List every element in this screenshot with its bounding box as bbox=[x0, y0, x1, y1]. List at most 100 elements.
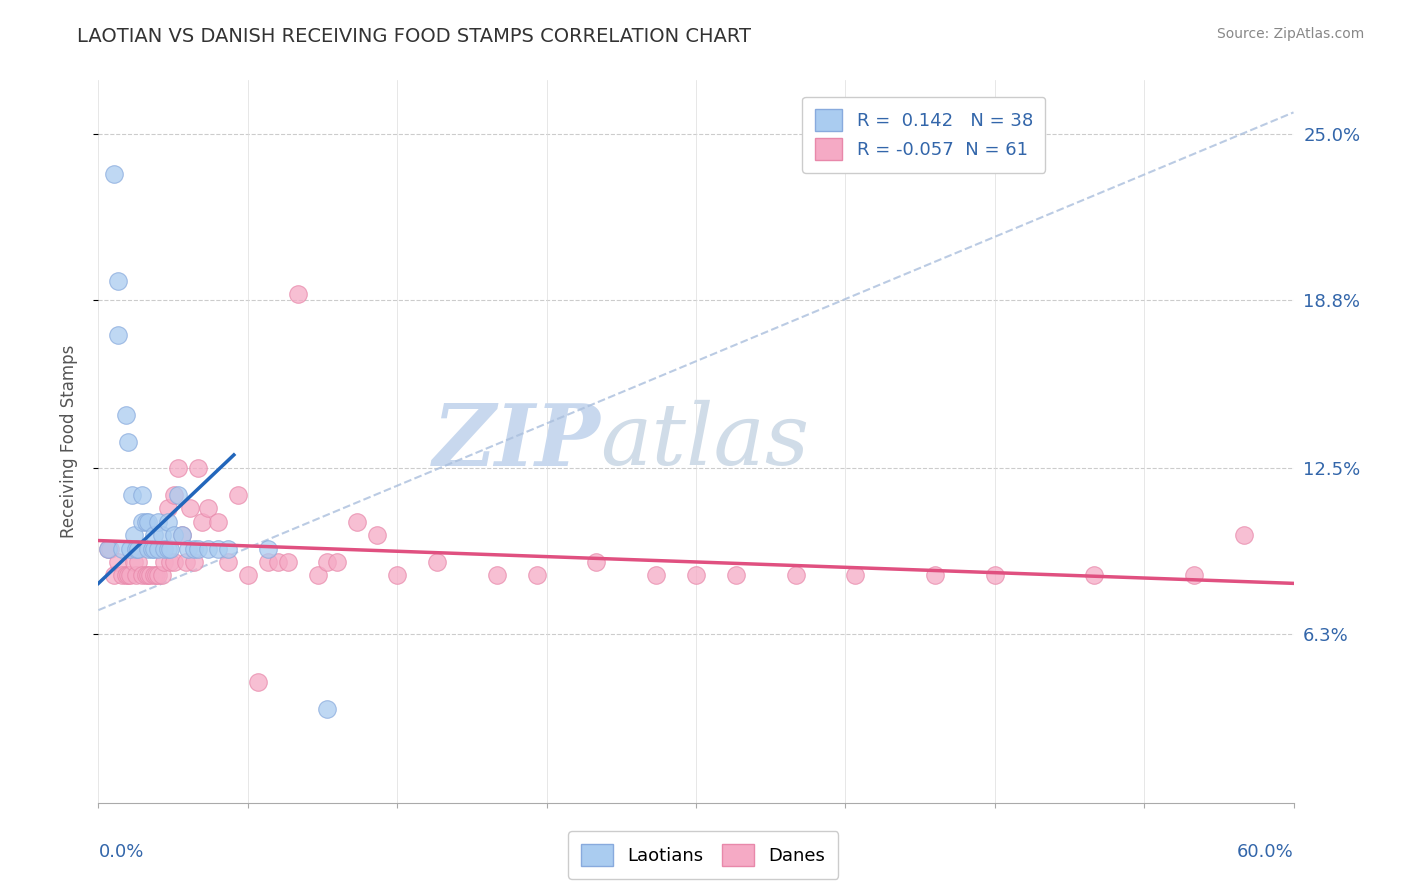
Point bbox=[120, 541, 142, 556]
Point bbox=[127, 555, 149, 569]
Legend: R =  0.142   N = 38, R = -0.057  N = 61: R = 0.142 N = 38, R = -0.057 N = 61 bbox=[803, 96, 1046, 173]
Point bbox=[226, 488, 249, 502]
Point bbox=[131, 515, 153, 529]
Point bbox=[111, 568, 134, 582]
Point bbox=[174, 555, 197, 569]
Point bbox=[135, 568, 157, 582]
Point bbox=[346, 515, 368, 529]
Point bbox=[148, 568, 170, 582]
Point bbox=[143, 568, 166, 582]
Point bbox=[141, 541, 163, 556]
Point bbox=[287, 287, 309, 301]
Legend: Laotians, Danes: Laotians, Danes bbox=[568, 831, 838, 879]
Point bbox=[526, 568, 548, 582]
Point bbox=[307, 568, 329, 582]
Point bbox=[485, 568, 508, 582]
Point bbox=[143, 528, 166, 542]
Point bbox=[316, 702, 339, 716]
Point bbox=[136, 568, 159, 582]
Point bbox=[124, 528, 146, 542]
Point bbox=[385, 568, 409, 582]
Point bbox=[115, 568, 138, 582]
Point bbox=[153, 541, 176, 556]
Text: Source: ZipAtlas.com: Source: ZipAtlas.com bbox=[1216, 27, 1364, 41]
Point bbox=[246, 675, 269, 690]
Point bbox=[256, 555, 278, 569]
Point bbox=[120, 568, 142, 582]
Point bbox=[1083, 568, 1105, 582]
Point bbox=[1233, 528, 1256, 542]
Point bbox=[125, 541, 148, 556]
Point bbox=[207, 515, 229, 529]
Point bbox=[277, 555, 299, 569]
Point bbox=[256, 541, 278, 556]
Point bbox=[148, 515, 170, 529]
Point bbox=[645, 568, 668, 582]
Point bbox=[366, 528, 388, 542]
Point bbox=[127, 541, 149, 556]
Point bbox=[167, 488, 190, 502]
Point bbox=[107, 274, 129, 288]
Point bbox=[150, 568, 173, 582]
Point bbox=[157, 515, 180, 529]
Point bbox=[117, 434, 139, 449]
Point bbox=[148, 541, 170, 556]
Point bbox=[97, 541, 120, 556]
Point bbox=[685, 568, 707, 582]
Point bbox=[103, 568, 125, 582]
Y-axis label: Receiving Food Stamps: Receiving Food Stamps bbox=[59, 345, 77, 538]
Point bbox=[316, 555, 339, 569]
Point bbox=[191, 515, 214, 529]
Point bbox=[135, 515, 157, 529]
Point bbox=[183, 555, 205, 569]
Point bbox=[98, 541, 122, 556]
Point bbox=[136, 541, 159, 556]
Point bbox=[585, 555, 607, 569]
Point bbox=[150, 528, 173, 542]
Point bbox=[97, 541, 120, 556]
Point bbox=[177, 541, 200, 556]
Point bbox=[153, 555, 176, 569]
Text: atlas: atlas bbox=[600, 401, 810, 483]
Text: LAOTIAN VS DANISH RECEIVING FOOD STAMPS CORRELATION CHART: LAOTIAN VS DANISH RECEIVING FOOD STAMPS … bbox=[77, 27, 751, 45]
Point bbox=[217, 555, 239, 569]
Point bbox=[207, 541, 229, 556]
Point bbox=[121, 488, 143, 502]
Point bbox=[267, 555, 290, 569]
Point bbox=[197, 541, 219, 556]
Point bbox=[131, 488, 153, 502]
Point bbox=[139, 568, 162, 582]
Point bbox=[157, 541, 180, 556]
Point bbox=[844, 568, 866, 582]
Point bbox=[326, 555, 349, 569]
Point bbox=[145, 568, 167, 582]
Point bbox=[187, 541, 209, 556]
Point bbox=[197, 501, 219, 516]
Text: 60.0%: 60.0% bbox=[1237, 843, 1294, 861]
Point bbox=[163, 528, 186, 542]
Point bbox=[924, 568, 946, 582]
Point bbox=[172, 528, 194, 542]
Point bbox=[172, 528, 194, 542]
Point bbox=[159, 555, 181, 569]
Point bbox=[217, 541, 239, 556]
Point bbox=[236, 568, 259, 582]
Point bbox=[111, 541, 134, 556]
Point bbox=[107, 327, 129, 342]
Point bbox=[103, 167, 125, 181]
Point bbox=[157, 501, 180, 516]
Point bbox=[179, 501, 201, 516]
Point bbox=[426, 555, 449, 569]
Point bbox=[124, 555, 146, 569]
Point bbox=[167, 461, 190, 475]
Point bbox=[984, 568, 1007, 582]
Point bbox=[785, 568, 807, 582]
Point bbox=[115, 408, 138, 422]
Point bbox=[724, 568, 747, 582]
Point bbox=[187, 461, 209, 475]
Text: ZIP: ZIP bbox=[433, 400, 600, 483]
Point bbox=[1182, 568, 1205, 582]
Point bbox=[117, 568, 139, 582]
Text: 0.0%: 0.0% bbox=[98, 843, 143, 861]
Point bbox=[131, 568, 153, 582]
